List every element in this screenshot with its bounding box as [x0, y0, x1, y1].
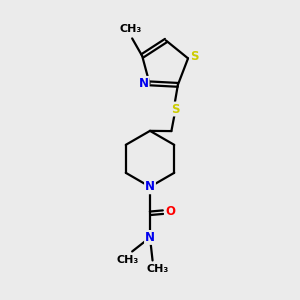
Text: CH₃: CH₃	[146, 264, 169, 274]
Text: S: S	[171, 103, 179, 116]
Text: CH₃: CH₃	[119, 24, 142, 34]
Text: N: N	[145, 231, 155, 244]
Text: S: S	[190, 50, 199, 63]
Text: N: N	[145, 180, 155, 193]
Text: O: O	[165, 205, 175, 218]
Text: CH₃: CH₃	[117, 255, 139, 265]
Text: N: N	[139, 77, 148, 90]
